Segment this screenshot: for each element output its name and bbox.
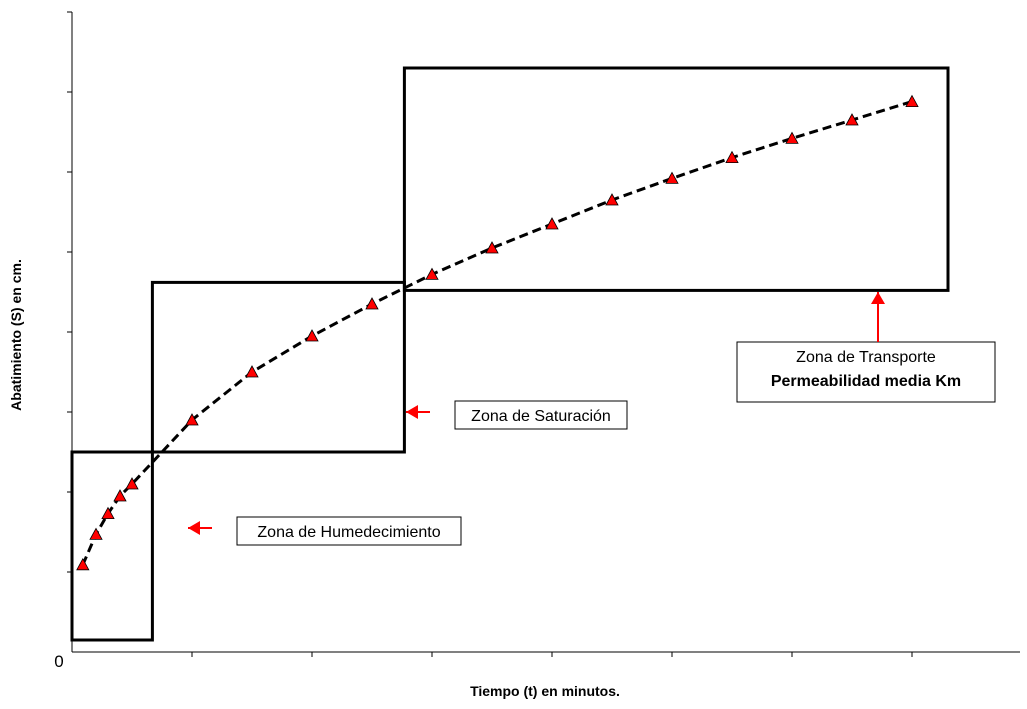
data-point xyxy=(125,477,139,490)
annotation-text: Permeabilidad media Km xyxy=(771,373,961,390)
data-point xyxy=(305,329,319,342)
annotation-text: Zona de Transporte xyxy=(796,349,936,366)
data-point xyxy=(665,171,679,184)
annotation-3: Zona de Transporte Permeabilidad media Km xyxy=(736,292,996,403)
zone-box-1 xyxy=(70,450,154,642)
data-point xyxy=(545,217,559,230)
data-point xyxy=(425,267,439,280)
data-point xyxy=(185,413,199,426)
x-axis-title: Tiempo (t) en minutos. xyxy=(470,683,620,699)
data-point xyxy=(89,527,103,540)
annotation-1: Zona de Humedecimiento xyxy=(188,516,462,546)
zone-box-2 xyxy=(150,280,406,454)
origin-tick-label: 0 xyxy=(54,652,63,671)
annotation-box xyxy=(736,341,996,403)
series-line xyxy=(81,100,913,566)
series xyxy=(76,94,919,571)
data-point xyxy=(113,489,127,502)
arrow-head-icon xyxy=(871,292,885,304)
data-point xyxy=(905,94,919,107)
zones xyxy=(70,66,950,642)
data-point xyxy=(101,506,115,519)
annotation-text: Zona de Saturación xyxy=(471,408,611,425)
annotation-box xyxy=(236,516,462,546)
data-point xyxy=(785,131,799,144)
data-point xyxy=(365,297,379,310)
annotation-2: Zona de Saturación xyxy=(406,400,628,430)
data-point xyxy=(485,241,499,254)
arrow-head-icon xyxy=(406,405,418,419)
y-axis-title: Abatimiento (S) en cm. xyxy=(8,259,24,411)
annotations: Zona de Humedecimiento Zona de Saturación… xyxy=(188,292,996,546)
arrow-head-icon xyxy=(188,521,200,535)
annotation-text: Zona de Humedecimiento xyxy=(257,524,440,541)
data-point xyxy=(76,557,90,571)
data-point xyxy=(245,365,259,378)
data-point xyxy=(845,113,859,126)
data-point xyxy=(605,193,619,206)
data-point xyxy=(725,150,739,164)
zone-box-3 xyxy=(402,66,950,292)
annotation-box xyxy=(454,400,628,430)
